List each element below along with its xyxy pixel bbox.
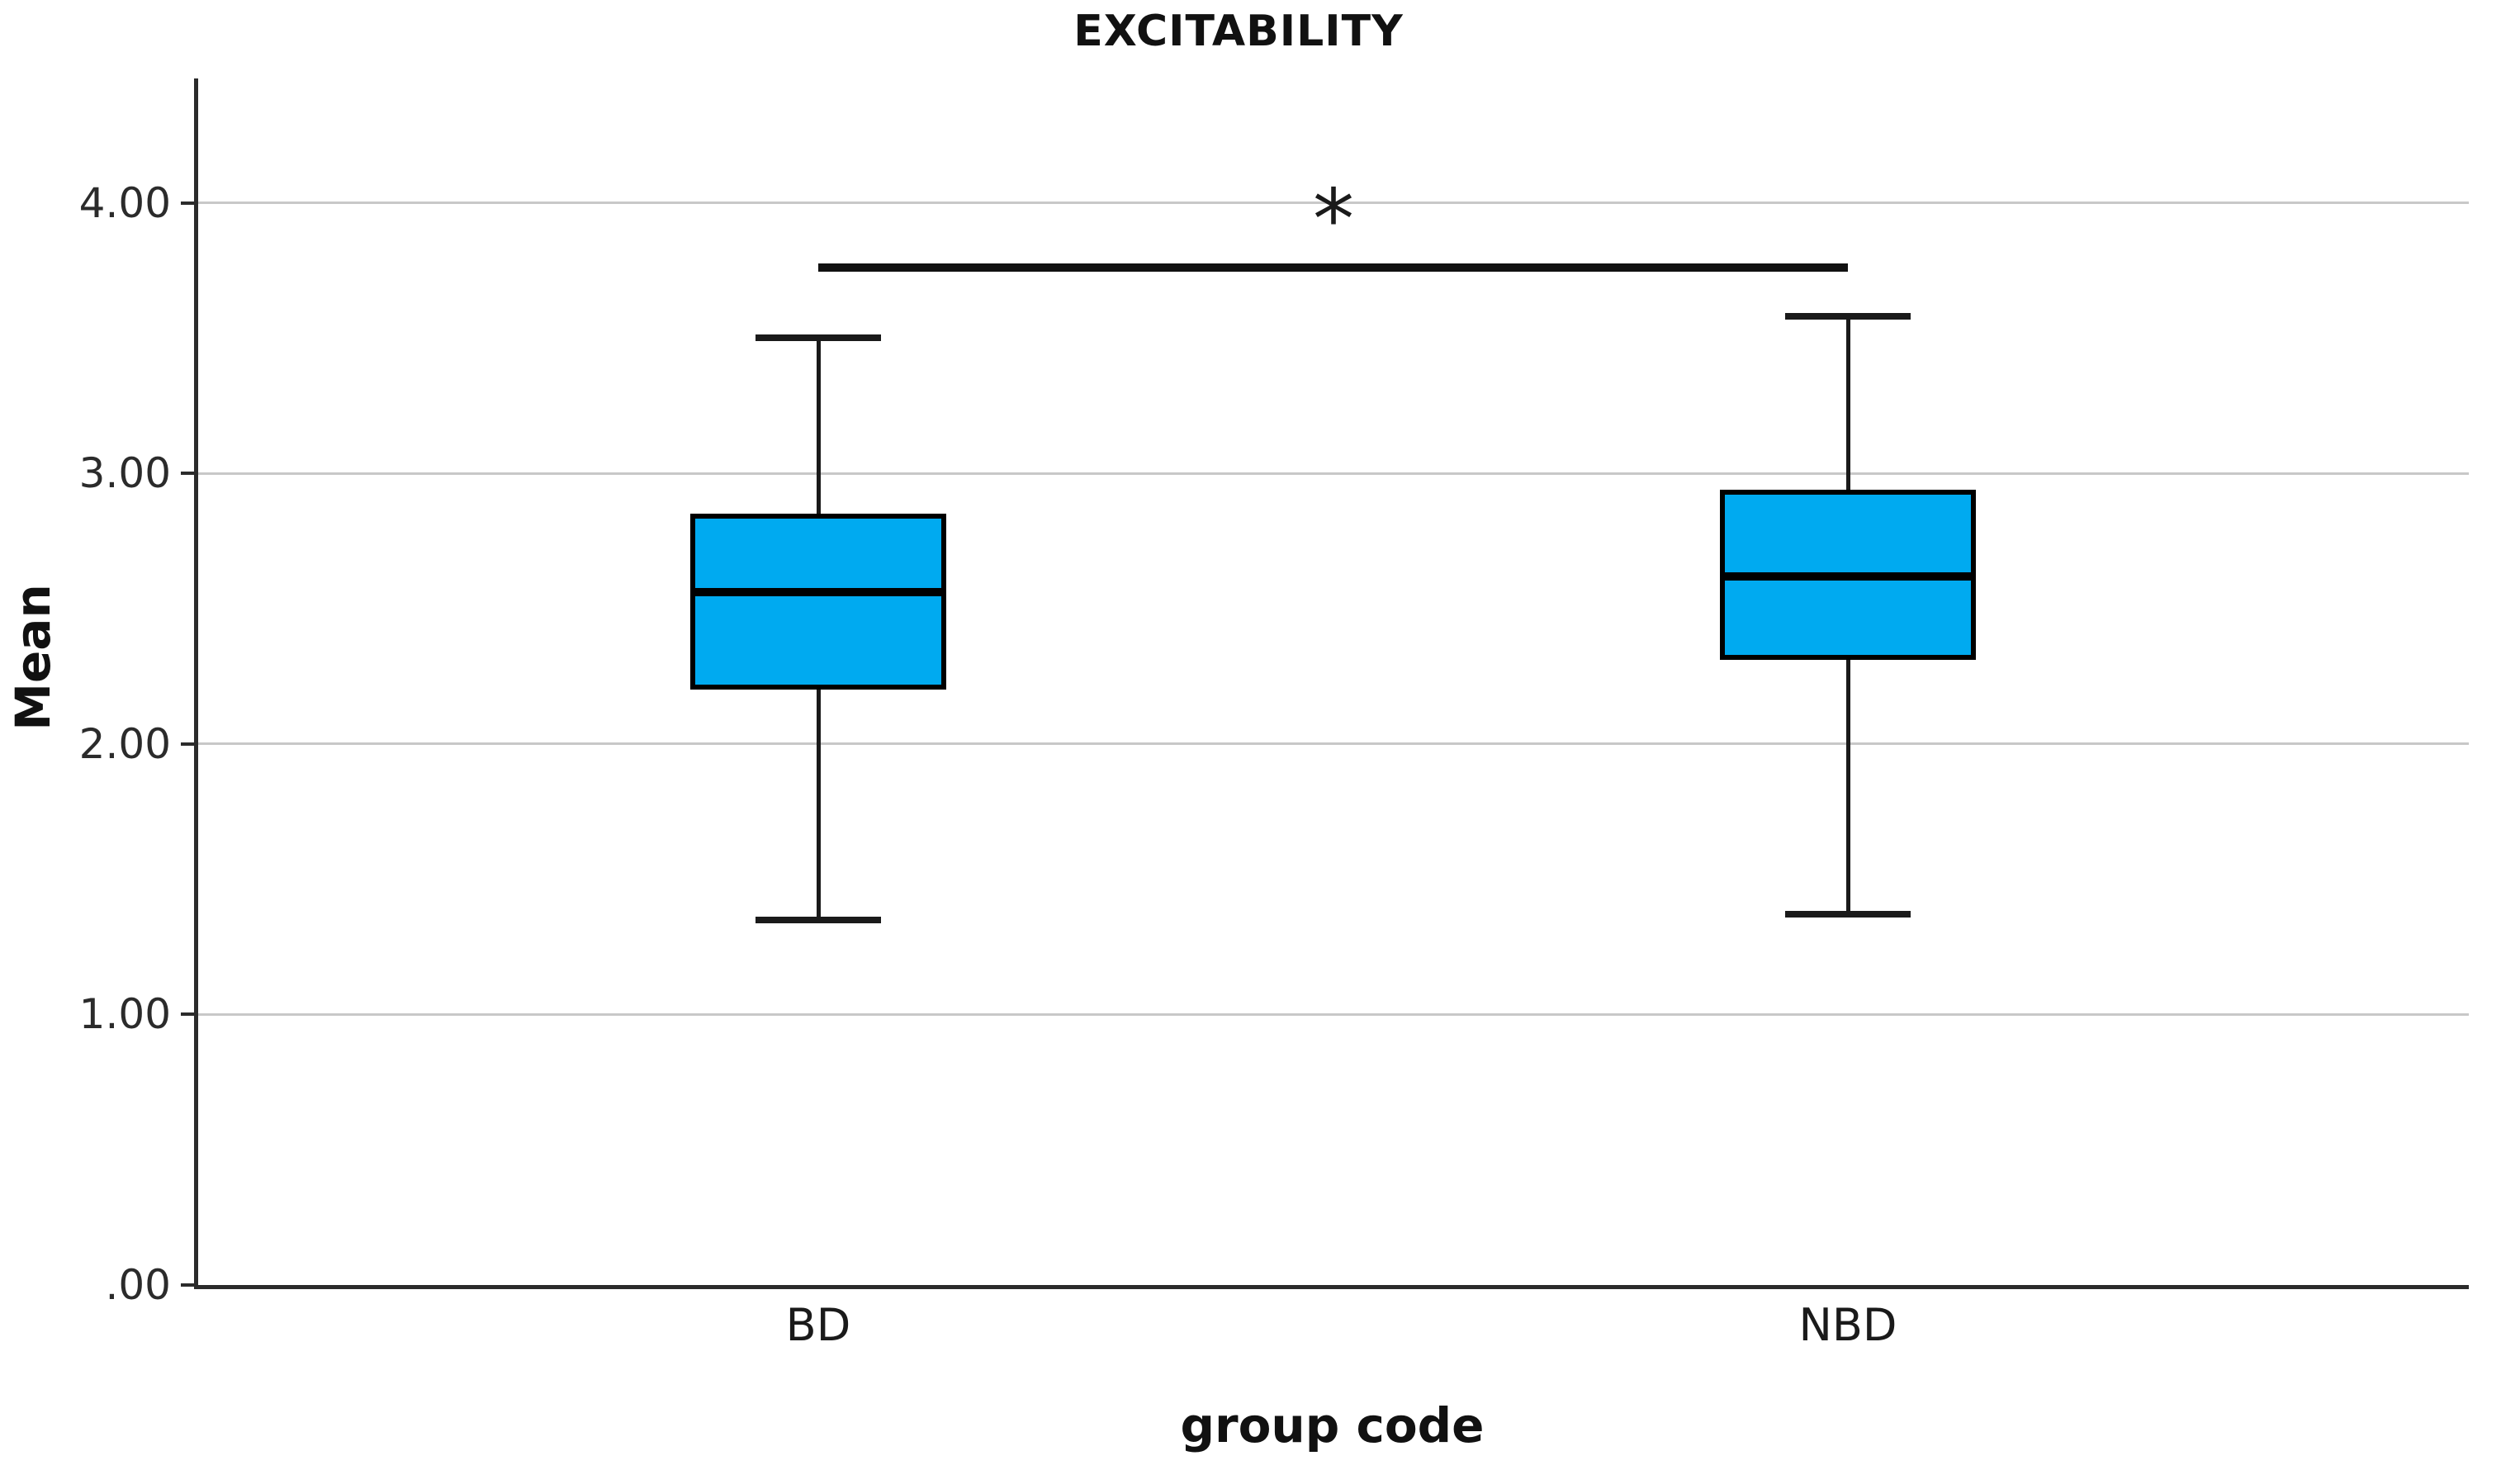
significance-asterisk: * [1313, 171, 1354, 268]
x-axis-line [194, 1285, 2469, 1289]
gridline [196, 742, 2469, 745]
y-tick-label: 3.00 [78, 449, 171, 497]
chart-title: EXCITABILITY [1073, 7, 1404, 56]
box [690, 514, 946, 690]
gridline [196, 202, 2469, 204]
whisker-cap-bottom [1785, 911, 1911, 918]
median-line [1720, 572, 1976, 581]
whisker-cap-top [756, 334, 881, 341]
significance-bar [818, 263, 1848, 272]
y-tick-label: .00 [105, 1261, 171, 1309]
y-tick-label: 4.00 [78, 179, 171, 227]
y-tickmark [181, 1012, 196, 1016]
y-tickmark [181, 202, 196, 205]
category-label: NBD [1798, 1299, 1897, 1351]
y-tickmark [181, 742, 196, 746]
gridline [196, 472, 2469, 475]
median-line [690, 588, 946, 596]
category-label: BD [785, 1299, 851, 1351]
x-axis-title: group code [1180, 1397, 1485, 1453]
whisker-cap-bottom [756, 917, 881, 923]
y-tick-label: 2.00 [78, 720, 171, 768]
y-tickmark [181, 1283, 196, 1287]
y-axis-line [194, 78, 198, 1287]
y-tick-label: 1.00 [78, 990, 171, 1038]
gridline [196, 1013, 2469, 1016]
y-tickmark [181, 472, 196, 475]
whisker-cap-top [1785, 313, 1911, 320]
